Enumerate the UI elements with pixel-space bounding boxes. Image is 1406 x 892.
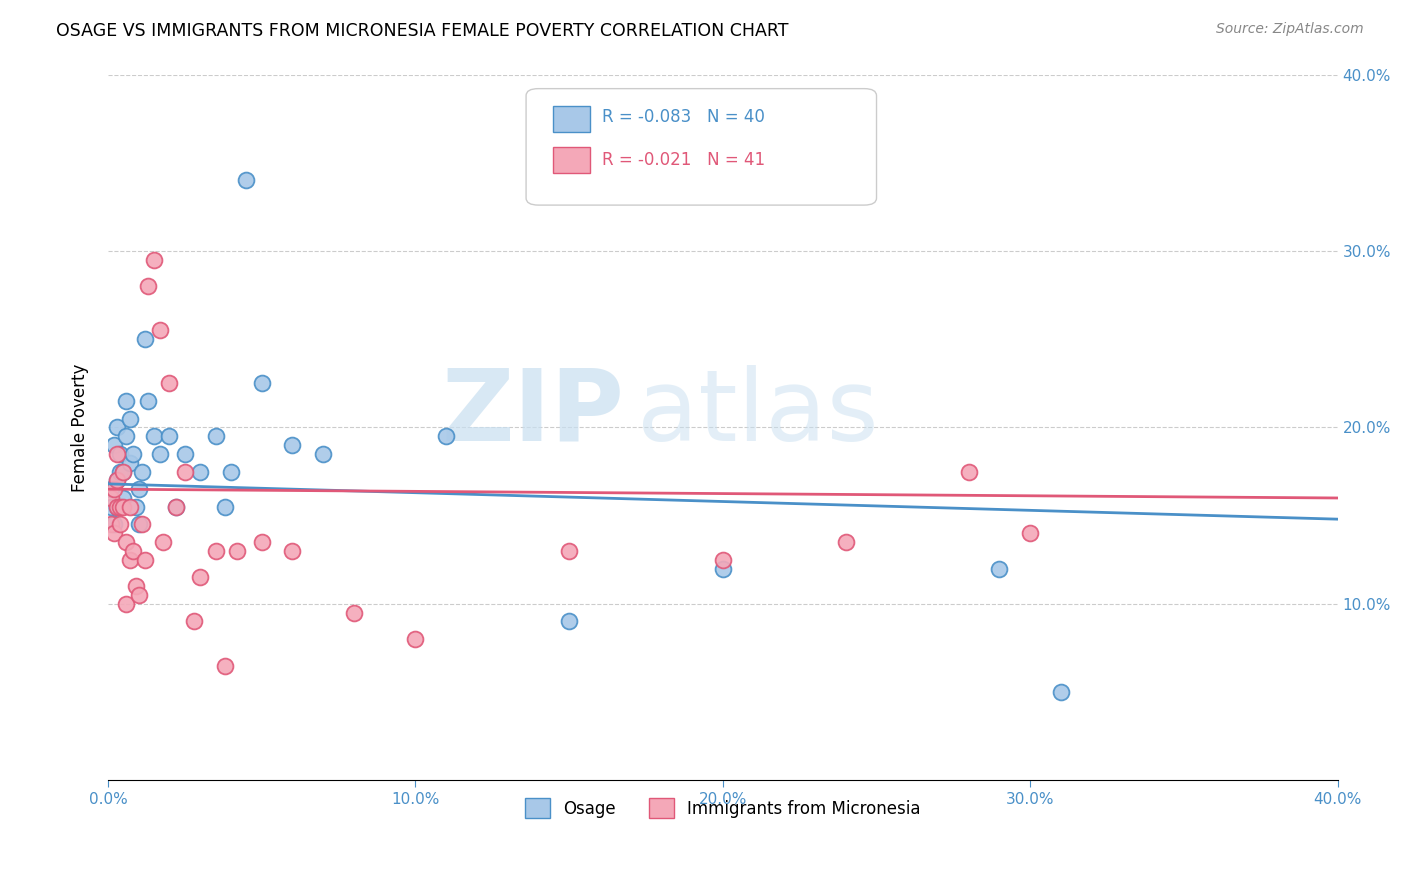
Point bbox=[115, 393, 138, 408]
Point bbox=[250, 376, 273, 391]
Point bbox=[121, 447, 143, 461]
Point bbox=[112, 465, 135, 479]
Point bbox=[281, 438, 304, 452]
Point bbox=[115, 429, 138, 443]
Point bbox=[110, 500, 132, 514]
Point bbox=[235, 173, 257, 187]
Point bbox=[124, 500, 146, 514]
Point bbox=[110, 447, 132, 461]
Point bbox=[835, 535, 858, 549]
Point bbox=[152, 535, 174, 549]
Point bbox=[121, 544, 143, 558]
Text: OSAGE VS IMMIGRANTS FROM MICRONESIA FEMALE POVERTY CORRELATION CHART: OSAGE VS IMMIGRANTS FROM MICRONESIA FEMA… bbox=[56, 22, 789, 40]
Point bbox=[103, 517, 125, 532]
Point bbox=[136, 279, 159, 293]
FancyBboxPatch shape bbox=[553, 105, 591, 132]
Point bbox=[115, 535, 138, 549]
Point bbox=[100, 482, 122, 496]
Point bbox=[118, 553, 141, 567]
Point bbox=[110, 517, 132, 532]
Point bbox=[134, 553, 156, 567]
Point bbox=[226, 544, 249, 558]
Point bbox=[404, 632, 426, 647]
Point bbox=[165, 500, 187, 514]
Point bbox=[434, 429, 457, 443]
Point bbox=[124, 579, 146, 593]
Point bbox=[312, 447, 335, 461]
Point bbox=[558, 544, 581, 558]
Point bbox=[214, 500, 236, 514]
Point bbox=[219, 465, 242, 479]
Point bbox=[159, 376, 181, 391]
Point bbox=[1050, 685, 1073, 699]
Text: ZIP: ZIP bbox=[441, 365, 624, 462]
Point bbox=[112, 465, 135, 479]
Point bbox=[105, 500, 128, 514]
Y-axis label: Female Poverty: Female Poverty bbox=[72, 363, 89, 491]
Point bbox=[204, 544, 226, 558]
Point bbox=[100, 517, 122, 532]
Point bbox=[128, 482, 150, 496]
Point bbox=[100, 500, 122, 514]
Point bbox=[105, 420, 128, 434]
Point bbox=[105, 447, 128, 461]
Point bbox=[1019, 526, 1042, 541]
Point bbox=[112, 491, 135, 505]
Point bbox=[118, 411, 141, 425]
Point bbox=[957, 465, 980, 479]
Point bbox=[105, 500, 128, 514]
Point bbox=[159, 429, 181, 443]
Point bbox=[103, 482, 125, 496]
Point bbox=[204, 429, 226, 443]
Point bbox=[250, 535, 273, 549]
Text: R = -0.083   N = 40: R = -0.083 N = 40 bbox=[602, 109, 765, 127]
Point bbox=[149, 323, 172, 337]
Point bbox=[105, 474, 128, 488]
Point bbox=[112, 500, 135, 514]
Point bbox=[134, 332, 156, 346]
Point bbox=[105, 474, 128, 488]
Point bbox=[711, 561, 734, 575]
Point bbox=[118, 456, 141, 470]
Point bbox=[173, 465, 195, 479]
Point bbox=[128, 588, 150, 602]
Point bbox=[131, 465, 153, 479]
Point bbox=[165, 500, 187, 514]
Point bbox=[188, 570, 211, 584]
Point bbox=[558, 615, 581, 629]
Point bbox=[173, 447, 195, 461]
Point bbox=[188, 465, 211, 479]
Point bbox=[281, 544, 304, 558]
Point bbox=[128, 517, 150, 532]
Point bbox=[118, 500, 141, 514]
Legend: Osage, Immigrants from Micronesia: Osage, Immigrants from Micronesia bbox=[517, 791, 928, 825]
Point bbox=[110, 465, 132, 479]
FancyBboxPatch shape bbox=[553, 146, 591, 173]
Text: Source: ZipAtlas.com: Source: ZipAtlas.com bbox=[1216, 22, 1364, 37]
Point bbox=[143, 252, 166, 267]
Point bbox=[214, 658, 236, 673]
Point bbox=[115, 597, 138, 611]
Point bbox=[343, 606, 366, 620]
FancyBboxPatch shape bbox=[526, 88, 876, 205]
Point bbox=[149, 447, 172, 461]
Point bbox=[103, 526, 125, 541]
Point bbox=[136, 393, 159, 408]
Point bbox=[131, 517, 153, 532]
Text: R = -0.021   N = 41: R = -0.021 N = 41 bbox=[602, 151, 765, 169]
Point bbox=[103, 438, 125, 452]
Text: atlas: atlas bbox=[637, 365, 879, 462]
Point bbox=[988, 561, 1011, 575]
Point bbox=[100, 491, 122, 505]
Point bbox=[711, 553, 734, 567]
Point bbox=[183, 615, 205, 629]
Point bbox=[143, 429, 166, 443]
